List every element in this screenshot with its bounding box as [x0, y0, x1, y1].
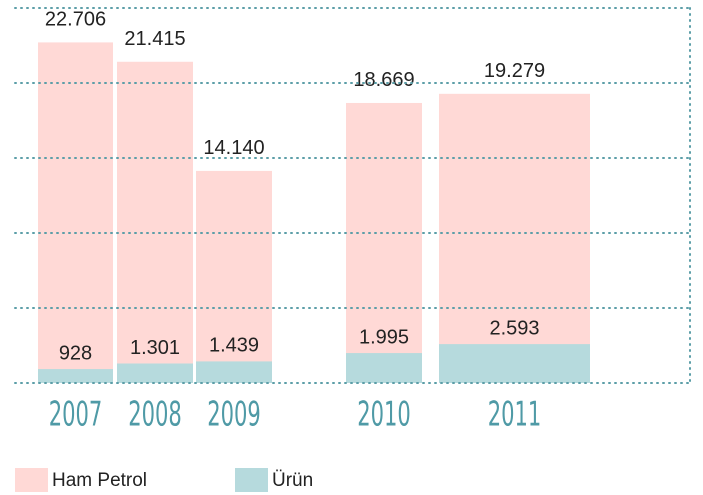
- bar: [346, 102, 422, 383]
- bar: [117, 363, 193, 383]
- legend-swatch: [235, 468, 268, 492]
- value-label: 18.669: [353, 69, 414, 91]
- bar: [117, 61, 193, 384]
- legend-label: Ham Petrol: [52, 470, 147, 491]
- value-label: 1.301: [130, 337, 180, 359]
- bar: [38, 369, 113, 383]
- value-label: 22.706: [45, 9, 106, 31]
- value-label: 14.140: [203, 137, 264, 159]
- bar: [346, 353, 422, 383]
- value-label: 1.439: [209, 335, 259, 357]
- x-tick-label: 2008: [128, 394, 182, 434]
- value-label: 1.995: [359, 326, 409, 348]
- bar: [196, 361, 272, 383]
- value-label: 928: [59, 342, 92, 364]
- bar: [439, 93, 590, 383]
- bar: [439, 344, 590, 383]
- x-tick-label: 2011: [488, 394, 542, 434]
- bar: [196, 170, 272, 383]
- x-tick-label: 2009: [207, 394, 261, 434]
- x-tick-label: 2010: [357, 394, 411, 434]
- legend-label: Ürün: [272, 470, 313, 491]
- bar: [38, 42, 113, 383]
- value-label: 2.593: [489, 317, 539, 339]
- value-label: 21.415: [124, 28, 185, 50]
- value-label: 19.279: [484, 60, 545, 82]
- x-tick-label: 2007: [49, 394, 103, 434]
- legend-swatch: [15, 468, 48, 492]
